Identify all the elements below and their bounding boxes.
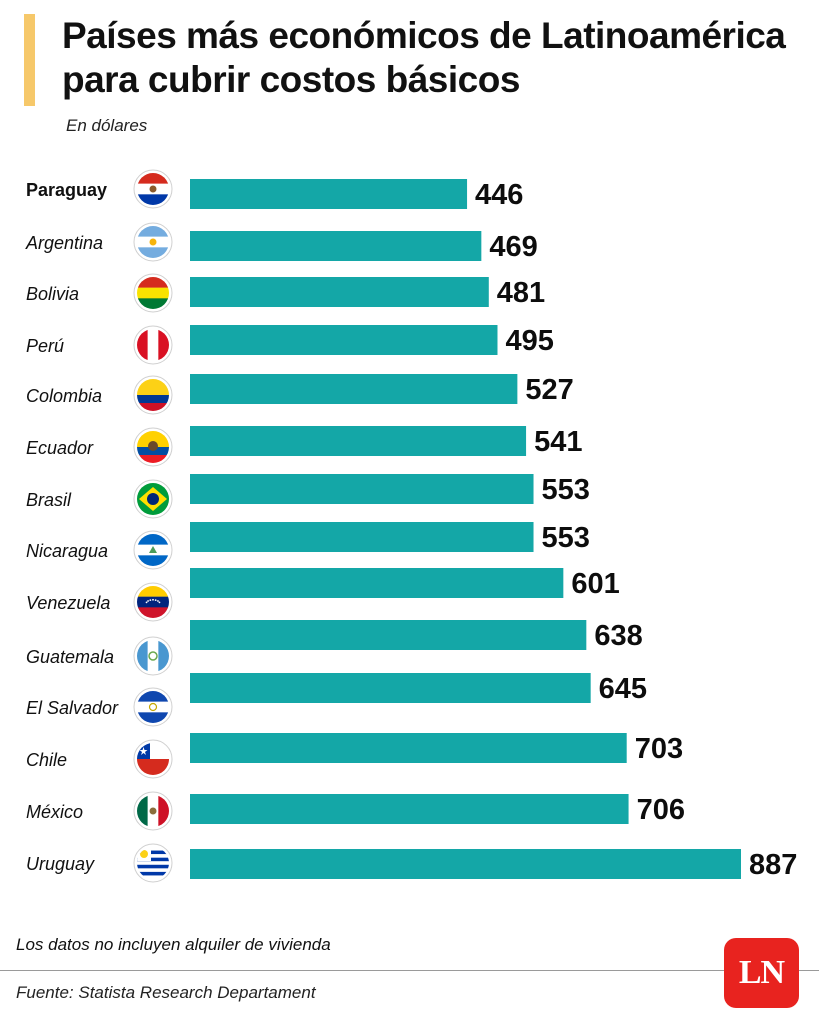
- value-label: 638: [594, 620, 642, 652]
- value-label: 553: [542, 474, 590, 506]
- nicaragua-flag-icon: [133, 530, 173, 570]
- value-label: 601: [571, 568, 619, 600]
- value-label: 645: [599, 673, 647, 705]
- mexico-flag-icon: [133, 791, 173, 831]
- chart-subtitle: En dólares: [66, 116, 148, 135]
- venezuela-flag-icon: [133, 582, 173, 622]
- category-label: Brasil: [26, 490, 72, 510]
- el-salvador-flag-icon: [133, 687, 173, 727]
- bar: [190, 522, 534, 552]
- value-label: 706: [637, 794, 685, 826]
- value-label: 446: [475, 179, 523, 211]
- value-label: 527: [525, 374, 573, 406]
- guatemala-flag-icon: [133, 636, 173, 676]
- category-label: Colombia: [26, 386, 102, 406]
- colombia-flag-icon: [133, 375, 173, 415]
- value-label: 495: [505, 325, 553, 357]
- argentina-flag-icon: [133, 222, 173, 262]
- category-label: Argentina: [25, 233, 103, 253]
- value-label: 469: [489, 231, 537, 263]
- peru-flag-icon: [133, 325, 173, 365]
- value-label: 481: [497, 277, 545, 309]
- category-label: Nicaragua: [26, 541, 108, 561]
- footer-divider: [0, 970, 819, 971]
- la-nacion-logo: LN: [724, 938, 799, 1008]
- value-label: 703: [635, 733, 683, 765]
- brazil-flag-icon: [133, 479, 173, 519]
- category-label: El Salvador: [26, 698, 119, 718]
- bar: [190, 620, 587, 650]
- uruguay-flag-icon: [133, 843, 173, 883]
- category-label: Chile: [26, 750, 67, 770]
- chart-title: Países más económicos de Latinoamérica p…: [62, 15, 786, 100]
- chile-flag-icon: [133, 739, 173, 779]
- bar: [190, 277, 489, 307]
- value-label: 541: [534, 426, 582, 458]
- category-label: Bolivia: [26, 284, 79, 304]
- value-label: 887: [749, 849, 797, 881]
- logo-text: LN: [738, 954, 785, 991]
- category-label: Perú: [26, 336, 64, 356]
- bar: [190, 325, 498, 355]
- bar: [190, 179, 468, 209]
- source-text: Fuente: Statista Research Departament: [16, 983, 316, 1002]
- bar-chart: Paraguay 446 Argentina 469 Bolivia 481 Perú 495…: [25, 169, 797, 883]
- bar: [190, 849, 741, 879]
- title-accent-bar: [24, 14, 35, 106]
- category-label: Paraguay: [26, 180, 107, 200]
- category-label: Ecuador: [26, 438, 94, 458]
- category-label: Guatemala: [26, 647, 114, 667]
- value-label: 553: [542, 522, 590, 554]
- bar: [190, 568, 564, 598]
- category-label: Uruguay: [26, 854, 95, 874]
- category-label: Venezuela: [26, 593, 110, 613]
- bolivia-flag-icon: [133, 273, 173, 313]
- bar: [190, 733, 627, 763]
- paraguay-flag-icon: [133, 169, 173, 209]
- category-label: México: [26, 802, 83, 822]
- bar: [190, 426, 527, 456]
- ecuador-flag-icon: [133, 427, 173, 467]
- footnote: Los datos no incluyen alquiler de vivien…: [16, 935, 331, 954]
- bar: [190, 673, 591, 703]
- bar: [190, 374, 518, 404]
- bar: [190, 794, 629, 824]
- bar: [190, 231, 482, 261]
- bar: [190, 474, 534, 504]
